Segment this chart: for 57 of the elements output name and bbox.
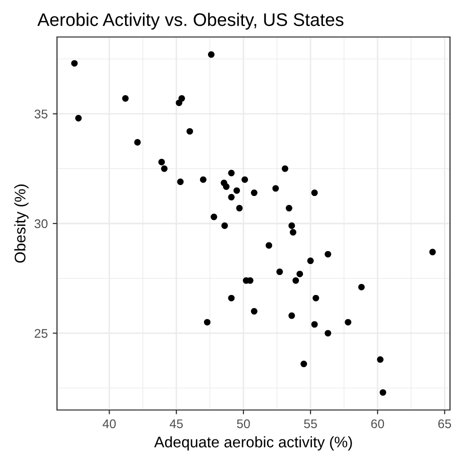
point bbox=[228, 170, 235, 176]
y-axis-title: Obesity (%) bbox=[14, 184, 29, 263]
point bbox=[311, 321, 318, 328]
point bbox=[288, 222, 295, 229]
point bbox=[282, 165, 288, 172]
point bbox=[292, 277, 300, 284]
point bbox=[296, 270, 304, 278]
y-tick-label: 25 bbox=[34, 329, 48, 338]
x-tick-label: 45 bbox=[170, 419, 183, 428]
point bbox=[307, 258, 314, 264]
point bbox=[176, 100, 182, 106]
chart-title: Aerobic Activity vs. Obesity, US States bbox=[37, 12, 344, 30]
x-tick-label: 65 bbox=[438, 419, 452, 428]
point bbox=[312, 294, 320, 302]
point bbox=[177, 178, 184, 186]
point bbox=[210, 214, 218, 220]
point bbox=[290, 229, 296, 236]
point bbox=[311, 190, 318, 196]
point bbox=[122, 95, 129, 102]
point bbox=[324, 250, 332, 258]
point bbox=[221, 222, 228, 229]
point bbox=[208, 51, 215, 58]
point bbox=[242, 176, 248, 183]
y-tick-label: 30 bbox=[34, 219, 48, 228]
point bbox=[429, 248, 436, 256]
point bbox=[250, 190, 258, 196]
point bbox=[161, 165, 168, 172]
point bbox=[134, 139, 141, 146]
point bbox=[223, 183, 230, 190]
point bbox=[286, 204, 292, 212]
point bbox=[358, 284, 365, 290]
x-tick-label: 55 bbox=[304, 419, 317, 428]
x-tick-label: 40 bbox=[102, 419, 116, 428]
point bbox=[324, 330, 332, 336]
point bbox=[272, 185, 279, 192]
point bbox=[266, 242, 272, 249]
x-axis-title: Adequate aerobic activity (%) bbox=[154, 436, 352, 450]
point bbox=[75, 114, 82, 122]
x-tick-label: 50 bbox=[236, 419, 250, 428]
point bbox=[233, 187, 240, 194]
x-tick-label: 60 bbox=[371, 419, 384, 428]
point bbox=[71, 60, 78, 67]
point bbox=[158, 158, 165, 166]
point bbox=[380, 389, 386, 396]
point bbox=[186, 128, 194, 135]
point bbox=[276, 268, 283, 276]
y-tick-label: 35 bbox=[34, 110, 48, 118]
point bbox=[204, 318, 210, 326]
point bbox=[344, 318, 352, 326]
point bbox=[376, 356, 384, 363]
point bbox=[300, 360, 308, 368]
point bbox=[228, 194, 235, 200]
point bbox=[200, 176, 206, 183]
point bbox=[250, 308, 258, 315]
point bbox=[236, 204, 243, 212]
point bbox=[288, 312, 295, 319]
point bbox=[228, 294, 235, 302]
